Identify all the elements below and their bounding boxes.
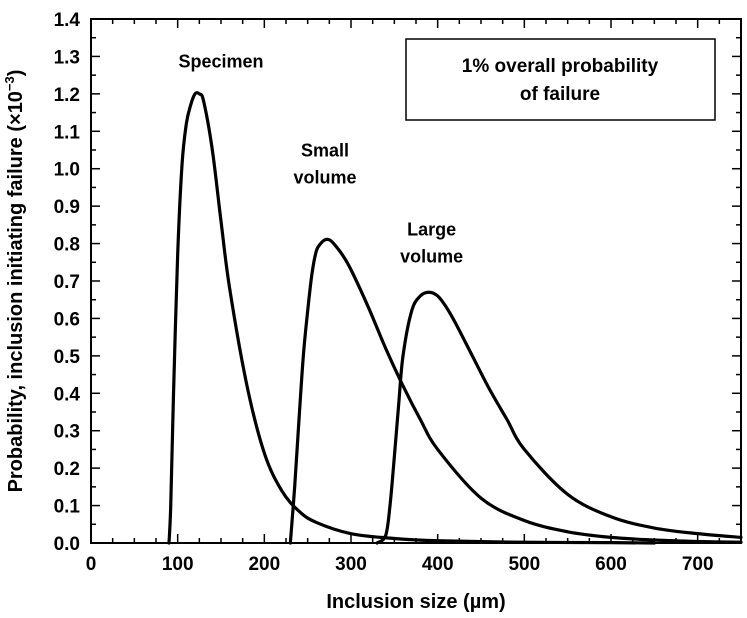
- x-tick-label: 100: [162, 554, 194, 575]
- annotation-line-1: 1% overall probability: [462, 56, 659, 77]
- y-tick-label: 0.8: [54, 235, 80, 256]
- x-tick-label: 200: [248, 554, 280, 575]
- x-axis-title: Inclusion size (µm): [326, 591, 505, 613]
- curve-2: [375, 290, 743, 545]
- x-tick-label: 700: [682, 554, 714, 575]
- curve-label-1: volume: [293, 168, 356, 188]
- y-axis-title-exponent: −3: [2, 76, 17, 91]
- curve-labels: Specimen Small volume Large volume: [178, 52, 463, 267]
- y-tick-label: 0.0: [54, 534, 80, 555]
- y-tick-label: 0.4: [54, 384, 81, 405]
- curve-1: [288, 237, 743, 545]
- y-tick-label: 1.0: [54, 160, 80, 181]
- annotation-frame: [405, 38, 716, 121]
- curve-0: [167, 91, 656, 545]
- y-tick-label: 0.1: [54, 497, 81, 518]
- y-tick-label: 0.3: [54, 422, 80, 443]
- curves: [167, 91, 743, 545]
- x-tick-label: 0: [86, 554, 97, 575]
- curve-label-0: Specimen: [178, 52, 263, 72]
- y-axis: 0.0 0.1 0.2 0.3 0.4 0.5 0.6 0.7 0.8 0.9 1.0 1.1 1.2 1…: [54, 10, 741, 555]
- x-axis: 0 100 200 300 400 500 600 700: [86, 19, 742, 575]
- x-tick-label: 600: [595, 554, 627, 575]
- curve-label-1: Small: [301, 141, 349, 161]
- y-tick-label: 0.2: [54, 459, 80, 480]
- y-tick-label: 1.2: [54, 85, 80, 106]
- x-tick-label: 500: [508, 554, 540, 575]
- annotation-box: 1% overall probability of failure: [405, 38, 716, 121]
- y-tick-label: 1.1: [54, 122, 81, 143]
- curve-label-2: Large: [407, 219, 456, 239]
- x-tick-label: 300: [335, 554, 367, 575]
- y-tick-label: 0.7: [54, 272, 80, 293]
- annotation-line-2: of failure: [520, 84, 600, 105]
- y-tick-label: 0.6: [54, 309, 80, 330]
- y-axis-title: Probability, inclusion initiating failur…: [2, 70, 27, 493]
- x-tick-label: 400: [422, 554, 454, 575]
- y-axis-title-close: ): [5, 70, 27, 77]
- y-tick-label: 0.5: [54, 347, 81, 368]
- y-axis-title-main: Probability, inclusion initiating failur…: [5, 91, 27, 492]
- y-tick-label: 1.4: [54, 10, 81, 31]
- y-tick-label: 1.3: [54, 47, 80, 68]
- y-tick-label: 0.9: [54, 197, 80, 218]
- curve-label-2: volume: [400, 246, 463, 266]
